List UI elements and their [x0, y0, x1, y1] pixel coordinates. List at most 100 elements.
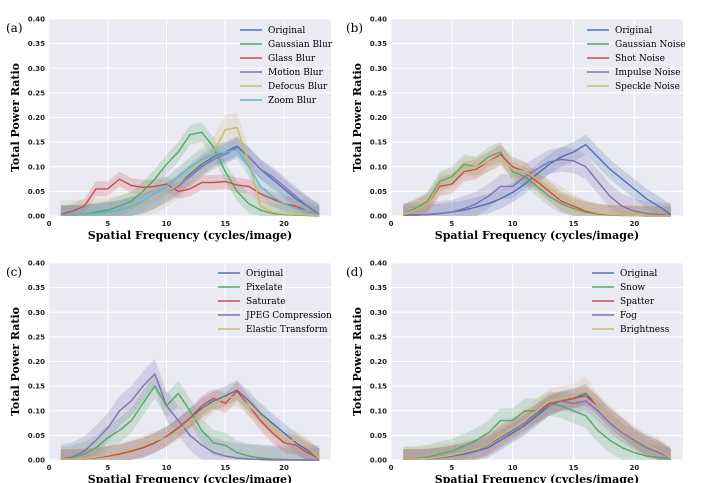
y-tick-label: 0.25 — [28, 333, 45, 341]
y-tick-label: 0.05 — [28, 188, 45, 196]
series-line-4 — [403, 158, 671, 217]
x-tick-label: 0 — [47, 464, 52, 472]
panel-label: (b) — [346, 21, 363, 35]
legend-entry: Defocus Blur — [268, 82, 328, 92]
x-tick-label: 10 — [162, 220, 172, 228]
y-tick-label: 0.35 — [370, 40, 387, 48]
series-band-5 — [403, 376, 671, 460]
legend-entry: Gaussian Noise — [615, 40, 686, 50]
y-axis-title: Total Power Ratio — [351, 63, 364, 172]
legend-entry: Speckle Noise — [615, 82, 680, 92]
legend-entry: Glass Blur — [268, 54, 316, 64]
legend-entry: Fog — [620, 311, 637, 321]
legend-entry: Brightness — [620, 325, 670, 335]
y-tick-label: 0.25 — [370, 89, 387, 97]
series-line-2 — [60, 385, 320, 461]
legend: Original Snow Spatter Fog Brightness — [592, 269, 670, 335]
legend-entry: Original — [620, 269, 657, 279]
legend-entry: Original — [268, 26, 305, 36]
chart-panel-4: 0.00 0.05 0.10 0.15 0.20 0.25 0.30 0.35 0.40 0 5 10… — [346, 260, 683, 483]
series-band-3 — [403, 144, 671, 216]
legend-entry: Pixelate — [246, 283, 283, 293]
legend-entry: Saturate — [246, 297, 286, 307]
legend-entry: Elastic Transform — [246, 325, 328, 335]
y-tick-label: 0.40 — [28, 260, 45, 268]
y-tick-label: 0.00 — [28, 213, 45, 221]
y-tick-label: 0.20 — [28, 358, 45, 366]
y-tick-label: 0.10 — [370, 163, 387, 171]
x-tick-label: 5 — [449, 220, 454, 228]
x-tick-label: 15 — [569, 464, 579, 472]
x-tick-label: 10 — [162, 464, 172, 472]
x-tick-label: 10 — [508, 464, 518, 472]
y-tick-label: 0.35 — [28, 284, 45, 292]
y-tick-label: 0.15 — [370, 139, 387, 147]
legend-entry: Snow — [620, 283, 645, 293]
legend-entry: Spatter — [620, 297, 655, 307]
chart-panel-1: 0.00 0.05 0.10 0.15 0.20 0.25 0.30 0.35 0.40 0 5 10… — [6, 16, 333, 243]
chart-panel-2: 0.00 0.05 0.10 0.15 0.20 0.25 0.30 0.35 0.40 0 5 10… — [346, 16, 686, 243]
x-tick-label: 20 — [279, 220, 289, 228]
legend-entry: Original — [246, 269, 283, 279]
y-tick-label: 0.40 — [370, 16, 387, 24]
legend-entry: Shot Noise — [615, 54, 665, 64]
legend-entry: Motion Blur — [268, 68, 323, 78]
panel-label: (c) — [6, 265, 22, 279]
x-tick-label: 20 — [629, 220, 639, 228]
x-tick-label: 0 — [47, 220, 52, 228]
y-tick-label: 0.20 — [28, 114, 45, 122]
y-tick-label: 0.40 — [28, 16, 45, 24]
y-tick-label: 0.30 — [28, 65, 45, 73]
series-line-5 — [403, 387, 672, 460]
x-axis-title: Spatial Frequency (cycles/image) — [435, 229, 639, 242]
series-line-2 — [60, 131, 320, 217]
series-band-1 — [403, 134, 671, 216]
x-tick-label: 5 — [105, 464, 110, 472]
series-line-4 — [60, 373, 320, 461]
y-tick-label: 0.30 — [28, 309, 45, 317]
y-axis-title: Total Power Ratio — [351, 307, 364, 416]
y-tick-label: 0.05 — [28, 432, 45, 440]
series-line-5 — [60, 395, 320, 460]
series-line-3 — [60, 390, 320, 460]
series-band-1 — [403, 383, 671, 460]
legend: Original Gaussian Blur Glass Blur Motion Bl… — [240, 26, 333, 106]
series-band-1 — [60, 380, 320, 460]
legend: Original Pixelate Saturate JPEG Compression… — [218, 269, 332, 335]
legend-entry: Gaussian Blur — [268, 40, 333, 50]
panel-label: (d) — [346, 265, 363, 279]
y-tick-label: 0.05 — [370, 432, 387, 440]
legend: Original Gaussian Noise Shot Noise Impulse … — [587, 26, 686, 92]
y-tick-label: 0.35 — [370, 284, 387, 292]
panel-label: (a) — [6, 21, 23, 35]
chart-panel-3: 0.00 0.05 0.10 0.15 0.20 0.25 0.30 0.35 0.40 0 5 10… — [6, 260, 332, 483]
x-tick-label: 0 — [389, 220, 394, 228]
series-band-2 — [60, 373, 320, 460]
y-tick-label: 0.05 — [370, 188, 387, 196]
x-tick-label: 20 — [279, 464, 289, 472]
y-tick-label: 0.00 — [370, 213, 387, 221]
y-tick-label: 0.10 — [370, 407, 387, 415]
y-tick-label: 0.30 — [370, 65, 387, 73]
y-axis-title: Total Power Ratio — [9, 307, 22, 416]
series-band-3 — [403, 386, 671, 460]
series-band-2 — [60, 122, 320, 216]
x-tick-label: 15 — [220, 220, 230, 228]
y-axis-title: Total Power Ratio — [9, 63, 22, 172]
x-tick-label: 20 — [629, 464, 639, 472]
y-tick-label: 0.10 — [28, 407, 45, 415]
y-tick-label: 0.20 — [370, 114, 387, 122]
x-tick-label: 0 — [389, 464, 394, 472]
series-line-5 — [402, 156, 671, 217]
legend-entry: Original — [615, 26, 652, 36]
y-tick-label: 0.35 — [28, 40, 45, 48]
legend-entry: Zoom Blur — [268, 96, 317, 106]
legend-entry: Impulse Noise — [615, 68, 680, 78]
x-tick-label: 10 — [508, 220, 518, 228]
y-tick-label: 0.15 — [28, 383, 45, 391]
series-line-6 — [60, 148, 320, 216]
y-tick-label: 0.20 — [370, 358, 387, 366]
legend-entry: JPEG Compression — [245, 311, 332, 321]
x-tick-label: 5 — [449, 464, 454, 472]
